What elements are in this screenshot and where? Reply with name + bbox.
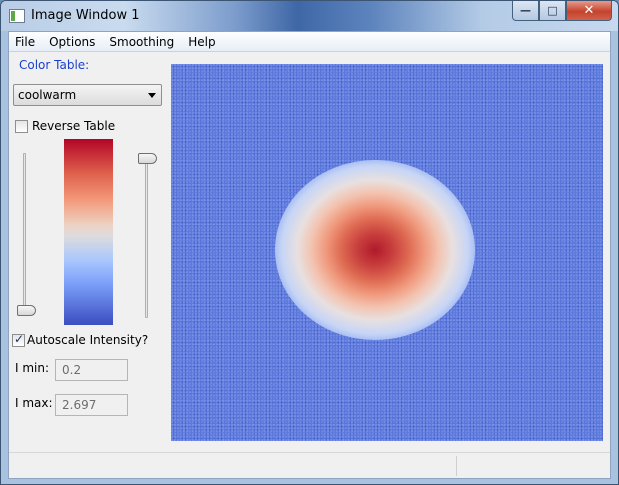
status-bar <box>9 452 610 478</box>
intensity-max-slider-handle[interactable] <box>138 153 157 164</box>
intensity-min-slider-handle[interactable] <box>17 305 36 316</box>
imax-label: I max: <box>15 396 53 410</box>
chevron-down-icon <box>148 93 156 98</box>
menu-smoothing[interactable]: Smoothing <box>109 34 175 49</box>
window-title: Image Window 1 <box>31 8 140 23</box>
close-icon: ✕ <box>583 3 595 18</box>
minimize-button[interactable]: — <box>512 1 539 21</box>
client-area: File Options Smoothing Help Color Table:… <box>8 31 611 479</box>
colormap-preview <box>64 139 113 325</box>
imax-field[interactable]: 2.697 <box>55 394 128 416</box>
image-intensity-peak <box>275 160 475 340</box>
app-icon <box>9 9 25 23</box>
colormap-select-value: coolwarm <box>18 88 77 102</box>
menu-bar: File Options Smoothing Help <box>9 32 610 52</box>
close-button[interactable]: ✕ <box>566 1 612 21</box>
maximize-icon: □ <box>547 4 558 17</box>
imin-field[interactable]: 0.2 <box>55 359 128 381</box>
intensity-min-slider-track[interactable] <box>23 153 26 316</box>
reverse-table-label: Reverse Table <box>32 119 116 133</box>
reverse-table-checkbox[interactable] <box>15 120 28 133</box>
imin-label: I min: <box>15 361 50 375</box>
autoscale-checkbox[interactable] <box>12 332 25 347</box>
status-divider <box>456 456 457 476</box>
autoscale-label: Autoscale Intensity? <box>27 333 149 347</box>
intensity-max-slider-track[interactable] <box>145 158 148 318</box>
colormap-select[interactable]: coolwarm <box>13 84 162 106</box>
window-controls: — □ ✕ <box>512 1 612 21</box>
menu-options[interactable]: Options <box>49 34 96 49</box>
menu-file[interactable]: File <box>15 34 36 49</box>
menu-help[interactable]: Help <box>188 34 216 49</box>
maximize-button[interactable]: □ <box>539 1 566 21</box>
title-bar[interactable]: Image Window 1 — □ ✕ <box>1 1 618 31</box>
image-canvas[interactable] <box>171 64 603 441</box>
color-table-label: Color Table: <box>19 58 90 72</box>
minimize-icon: — <box>520 4 531 17</box>
